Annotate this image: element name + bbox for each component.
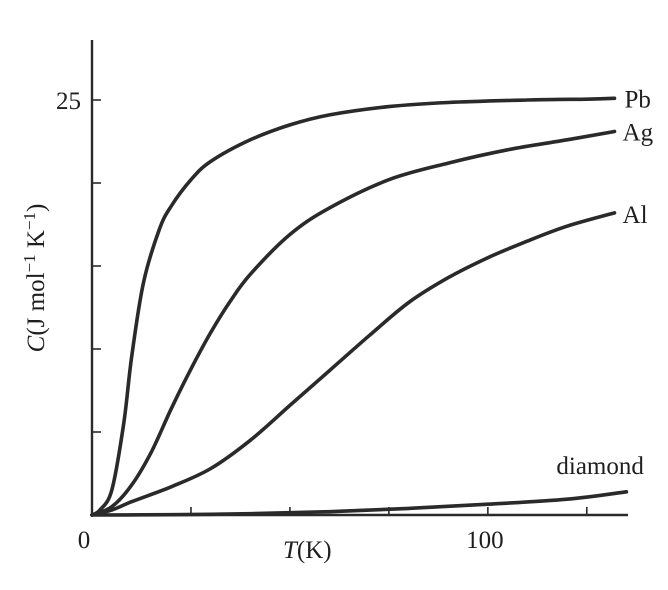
series-line-Al bbox=[90, 211, 617, 517]
y-axis-exp-b: −1 bbox=[20, 212, 39, 230]
series-label-Al: Al bbox=[623, 202, 648, 229]
y-axis-title: C(J mol−1 K−1) bbox=[20, 204, 50, 353]
x-axis-title: T(K) bbox=[283, 537, 332, 564]
series-line-Ag bbox=[90, 129, 617, 517]
x-axis-variable: T bbox=[283, 537, 299, 564]
plot-area: Pb Ag Al diamond 0 100 25 bbox=[56, 40, 654, 554]
y-axis-unit-b: K bbox=[23, 230, 50, 254]
series-label-Ag: Ag bbox=[623, 120, 654, 147]
axis-ticks bbox=[92, 99, 588, 515]
series-label-Pb: Pb bbox=[625, 86, 651, 113]
series-labels: Pb Ag Al diamond bbox=[556, 86, 653, 479]
y-axis-variable: C bbox=[23, 335, 50, 352]
y-axis-exp-a: −1 bbox=[20, 254, 39, 272]
x-tick-label: 100 bbox=[466, 527, 504, 554]
x-axis-unit: (K) bbox=[297, 537, 332, 564]
y-axis-close: ) bbox=[23, 204, 50, 212]
series-line-Pb bbox=[90, 96, 617, 517]
x-tick-label: 0 bbox=[78, 527, 91, 554]
series-curves bbox=[90, 96, 629, 517]
y-tick-label: 25 bbox=[56, 88, 81, 115]
y-axis-unit-a: (J mol bbox=[23, 272, 50, 335]
series-line-diamond bbox=[90, 490, 629, 517]
series-label-diamond: diamond bbox=[556, 453, 644, 480]
tick-labels: 0 100 25 bbox=[56, 88, 504, 554]
